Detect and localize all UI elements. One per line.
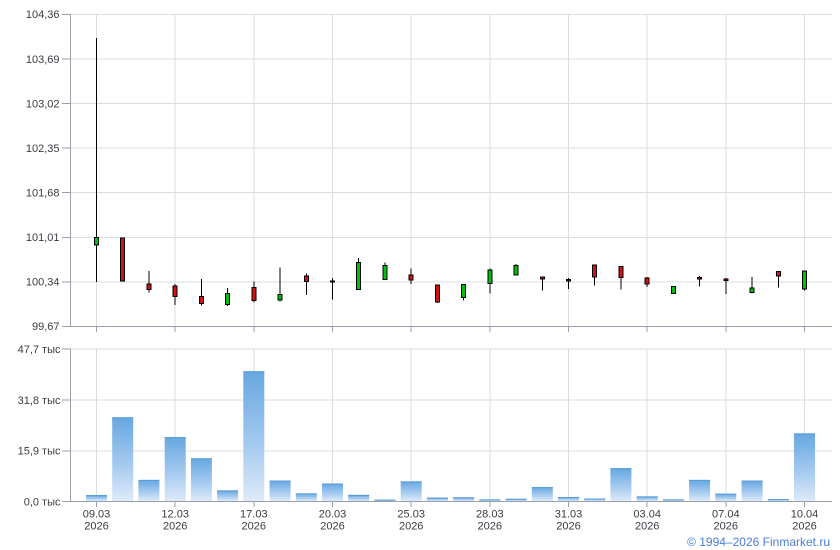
svg-text:2026: 2026	[84, 521, 108, 533]
svg-text:99,67: 99,67	[32, 321, 60, 333]
svg-text:103,69: 103,69	[26, 54, 60, 66]
svg-text:31,8 тыс: 31,8 тыс	[18, 395, 61, 407]
svg-text:101,01: 101,01	[26, 232, 60, 244]
svg-text:2026: 2026	[242, 521, 266, 533]
svg-text:2026: 2026	[556, 521, 580, 533]
svg-text:103,02: 103,02	[26, 98, 60, 110]
svg-text:2026: 2026	[163, 521, 187, 533]
svg-text:47,7 тыс: 47,7 тыс	[18, 344, 61, 356]
svg-text:17.03: 17.03	[240, 508, 268, 520]
svg-text:03.04: 03.04	[633, 508, 661, 520]
svg-text:2026: 2026	[792, 521, 816, 533]
svg-text:2026: 2026	[478, 521, 502, 533]
svg-text:0,0 тыс: 0,0 тыс	[24, 496, 61, 508]
svg-text:2026: 2026	[635, 521, 659, 533]
svg-text:15,9 тыс: 15,9 тыс	[18, 446, 61, 458]
svg-text:101,68: 101,68	[26, 188, 60, 200]
svg-text:2026: 2026	[714, 521, 738, 533]
svg-text:10.04: 10.04	[791, 508, 819, 520]
svg-text:09.03: 09.03	[83, 508, 111, 520]
svg-text:12.03: 12.03	[161, 508, 189, 520]
svg-text:2026: 2026	[399, 521, 423, 533]
svg-text:25.03: 25.03	[397, 508, 425, 520]
svg-text:© 1994–2026 Finmarket.ru: © 1994–2026 Finmarket.ru	[687, 535, 830, 549]
svg-text:104,36: 104,36	[26, 9, 60, 21]
svg-text:100,34: 100,34	[26, 277, 60, 289]
svg-text:20.03: 20.03	[319, 508, 347, 520]
svg-text:2026: 2026	[320, 521, 344, 533]
svg-text:07.04: 07.04	[712, 508, 740, 520]
svg-text:28.03: 28.03	[476, 508, 504, 520]
svg-text:102,35: 102,35	[26, 143, 60, 155]
svg-text:31.03: 31.03	[555, 508, 583, 520]
